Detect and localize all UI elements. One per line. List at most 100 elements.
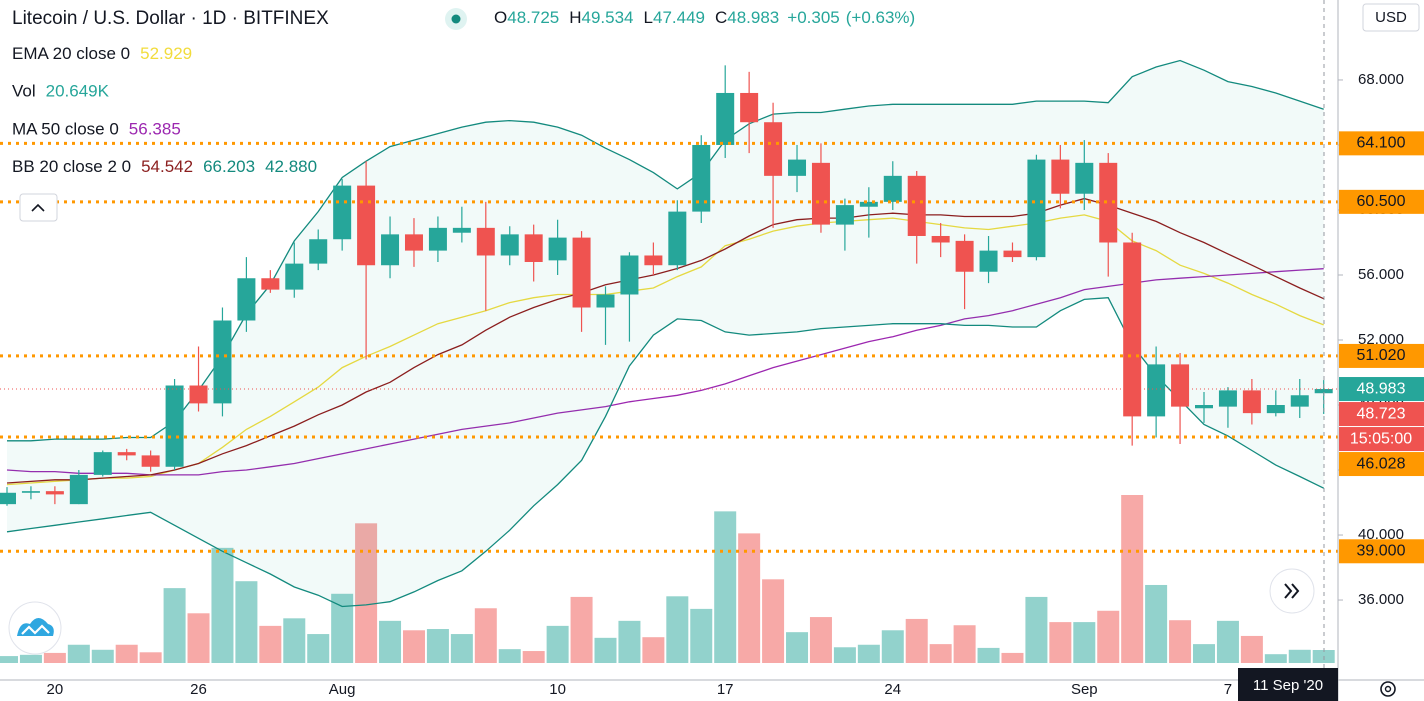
volume-bar <box>450 634 473 663</box>
logo-line <box>21 624 50 635</box>
candle-body <box>548 237 567 261</box>
badge-label: 64.100 <box>1357 135 1406 152</box>
ohlc-values: O48.725 H49.534 L47.449 C48.983 +0.305 (+0.63… <box>494 8 915 27</box>
badge-bg <box>1339 402 1424 427</box>
y-tick-label: 52.000 <box>1358 331 1404 348</box>
volume-bar <box>833 647 856 663</box>
candle-body <box>1051 159 1070 194</box>
candle-body <box>955 240 974 272</box>
volume-bar <box>115 644 138 663</box>
double-chevron-icon <box>1284 583 1300 599</box>
legend-value: 20.649K <box>46 82 110 101</box>
candle-body <box>1099 162 1118 243</box>
volume-bar <box>0 656 18 663</box>
volume-bar <box>355 523 378 663</box>
badge-bg <box>1339 189 1424 214</box>
candle-body <box>907 175 926 236</box>
volume-bar <box>738 533 761 663</box>
candle-body <box>1003 250 1022 258</box>
candle-body <box>189 385 208 404</box>
candle-body <box>979 250 998 272</box>
time-axis-bg <box>0 680 1424 701</box>
candle-body <box>716 92 735 145</box>
candle-body <box>21 491 40 493</box>
candle-body <box>740 92 759 123</box>
status-dot <box>451 14 461 24</box>
volume-bar <box>642 637 665 663</box>
collapse-legend-button[interactable] <box>19 193 58 222</box>
indicator-line <box>6 268 1324 476</box>
level-badge: 46.028 <box>1339 452 1424 477</box>
volume-bar <box>1240 635 1263 663</box>
candle-body <box>237 278 256 321</box>
current-price-badge: 48.983 <box>1339 377 1424 402</box>
candle-body <box>1242 390 1261 414</box>
candle-body <box>0 492 16 505</box>
currency-button[interactable] <box>1362 3 1420 32</box>
ohlc-value: 49.534 <box>582 8 634 27</box>
badge-label: 60.500 <box>1357 193 1406 210</box>
candle-body <box>333 185 352 240</box>
legend-name: MA 50 close 0 <box>12 120 119 139</box>
volume-bar <box>163 588 186 663</box>
x-tick-label: 24 <box>884 681 901 698</box>
candle-body <box>883 175 902 202</box>
volume-bar <box>522 651 545 663</box>
y-tick-label: 40.000 <box>1358 526 1404 543</box>
change-percent: (+0.63%) <box>846 8 915 27</box>
legend-row: BB 20 close 2 0 54.542 66.203 42.880 <box>12 158 317 177</box>
volume-bar <box>211 547 234 663</box>
volume-bar <box>762 579 785 663</box>
candle-body <box>476 227 495 256</box>
volume-bar <box>1097 610 1120 663</box>
header: Litecoin / U.S. Dollar · 1D · BITFINEX O… <box>12 8 915 177</box>
candle-body <box>811 162 830 225</box>
badge-bg <box>1339 131 1424 156</box>
volume-bar <box>235 581 258 663</box>
candle-body <box>1171 364 1190 407</box>
candle-body <box>117 452 136 456</box>
volume-bar <box>1288 649 1311 663</box>
candle-body <box>381 234 400 266</box>
ohlc-letter: O <box>494 8 507 27</box>
y-tick-label: 56.000 <box>1358 266 1404 283</box>
volume-bar <box>1025 596 1048 663</box>
x-tick-label: Sep <box>1071 681 1098 698</box>
countdown-badge: 15:05:00 <box>1339 427 1424 452</box>
candle-body <box>596 294 615 308</box>
volume-bar <box>187 613 210 663</box>
volume-bar <box>426 629 449 663</box>
candle-body <box>404 234 423 251</box>
y-tick-label: 68.000 <box>1358 71 1404 88</box>
candle-body <box>500 234 519 256</box>
ohlc-letter: H <box>569 8 581 27</box>
badge-layer: 64.100 60.500 51.020 48.983 48.723 15:05:00 46… <box>1339 131 1424 564</box>
volume-bar <box>570 596 593 663</box>
level-badge: 39.000 <box>1339 539 1424 564</box>
badge-bg <box>1339 377 1424 402</box>
volume-bar <box>67 644 90 663</box>
candle-body <box>620 255 639 295</box>
badge-label: 48.983 <box>1357 380 1406 397</box>
volume-bar <box>666 596 689 663</box>
volume-bar <box>498 649 521 663</box>
marker-badge: 48.723 <box>1339 402 1424 427</box>
indicator-line <box>6 297 1324 608</box>
x-tick-label: 10 <box>549 681 566 698</box>
settings-icon[interactable] <box>1380 681 1396 697</box>
badge-bg <box>1339 427 1424 452</box>
candle-body <box>859 201 878 207</box>
legend-value: 42.880 <box>265 158 317 177</box>
volume-bar <box>905 618 928 663</box>
volume-bar <box>379 620 402 663</box>
volume-bar <box>139 652 162 663</box>
candle-body <box>1266 405 1285 414</box>
ohlc-value: 48.983 <box>727 8 779 27</box>
badge-label: 15:05:00 <box>1350 430 1412 447</box>
volume-bar <box>857 644 880 663</box>
candle-body <box>213 320 232 404</box>
badge-label: 46.028 <box>1357 455 1406 472</box>
candle-body <box>45 491 64 495</box>
